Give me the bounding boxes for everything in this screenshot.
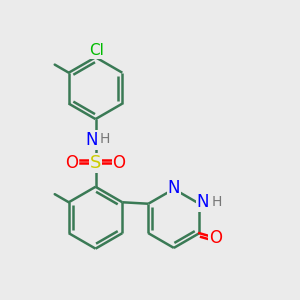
Text: Cl: Cl [90, 43, 104, 58]
Text: N: N [168, 178, 180, 196]
Text: N: N [196, 193, 209, 211]
Text: S: S [90, 154, 101, 172]
Text: O: O [112, 154, 126, 172]
Text: H: H [100, 132, 110, 146]
Text: O: O [65, 154, 79, 172]
Text: H: H [211, 195, 222, 209]
Text: N: N [86, 131, 98, 149]
Text: O: O [209, 229, 222, 247]
